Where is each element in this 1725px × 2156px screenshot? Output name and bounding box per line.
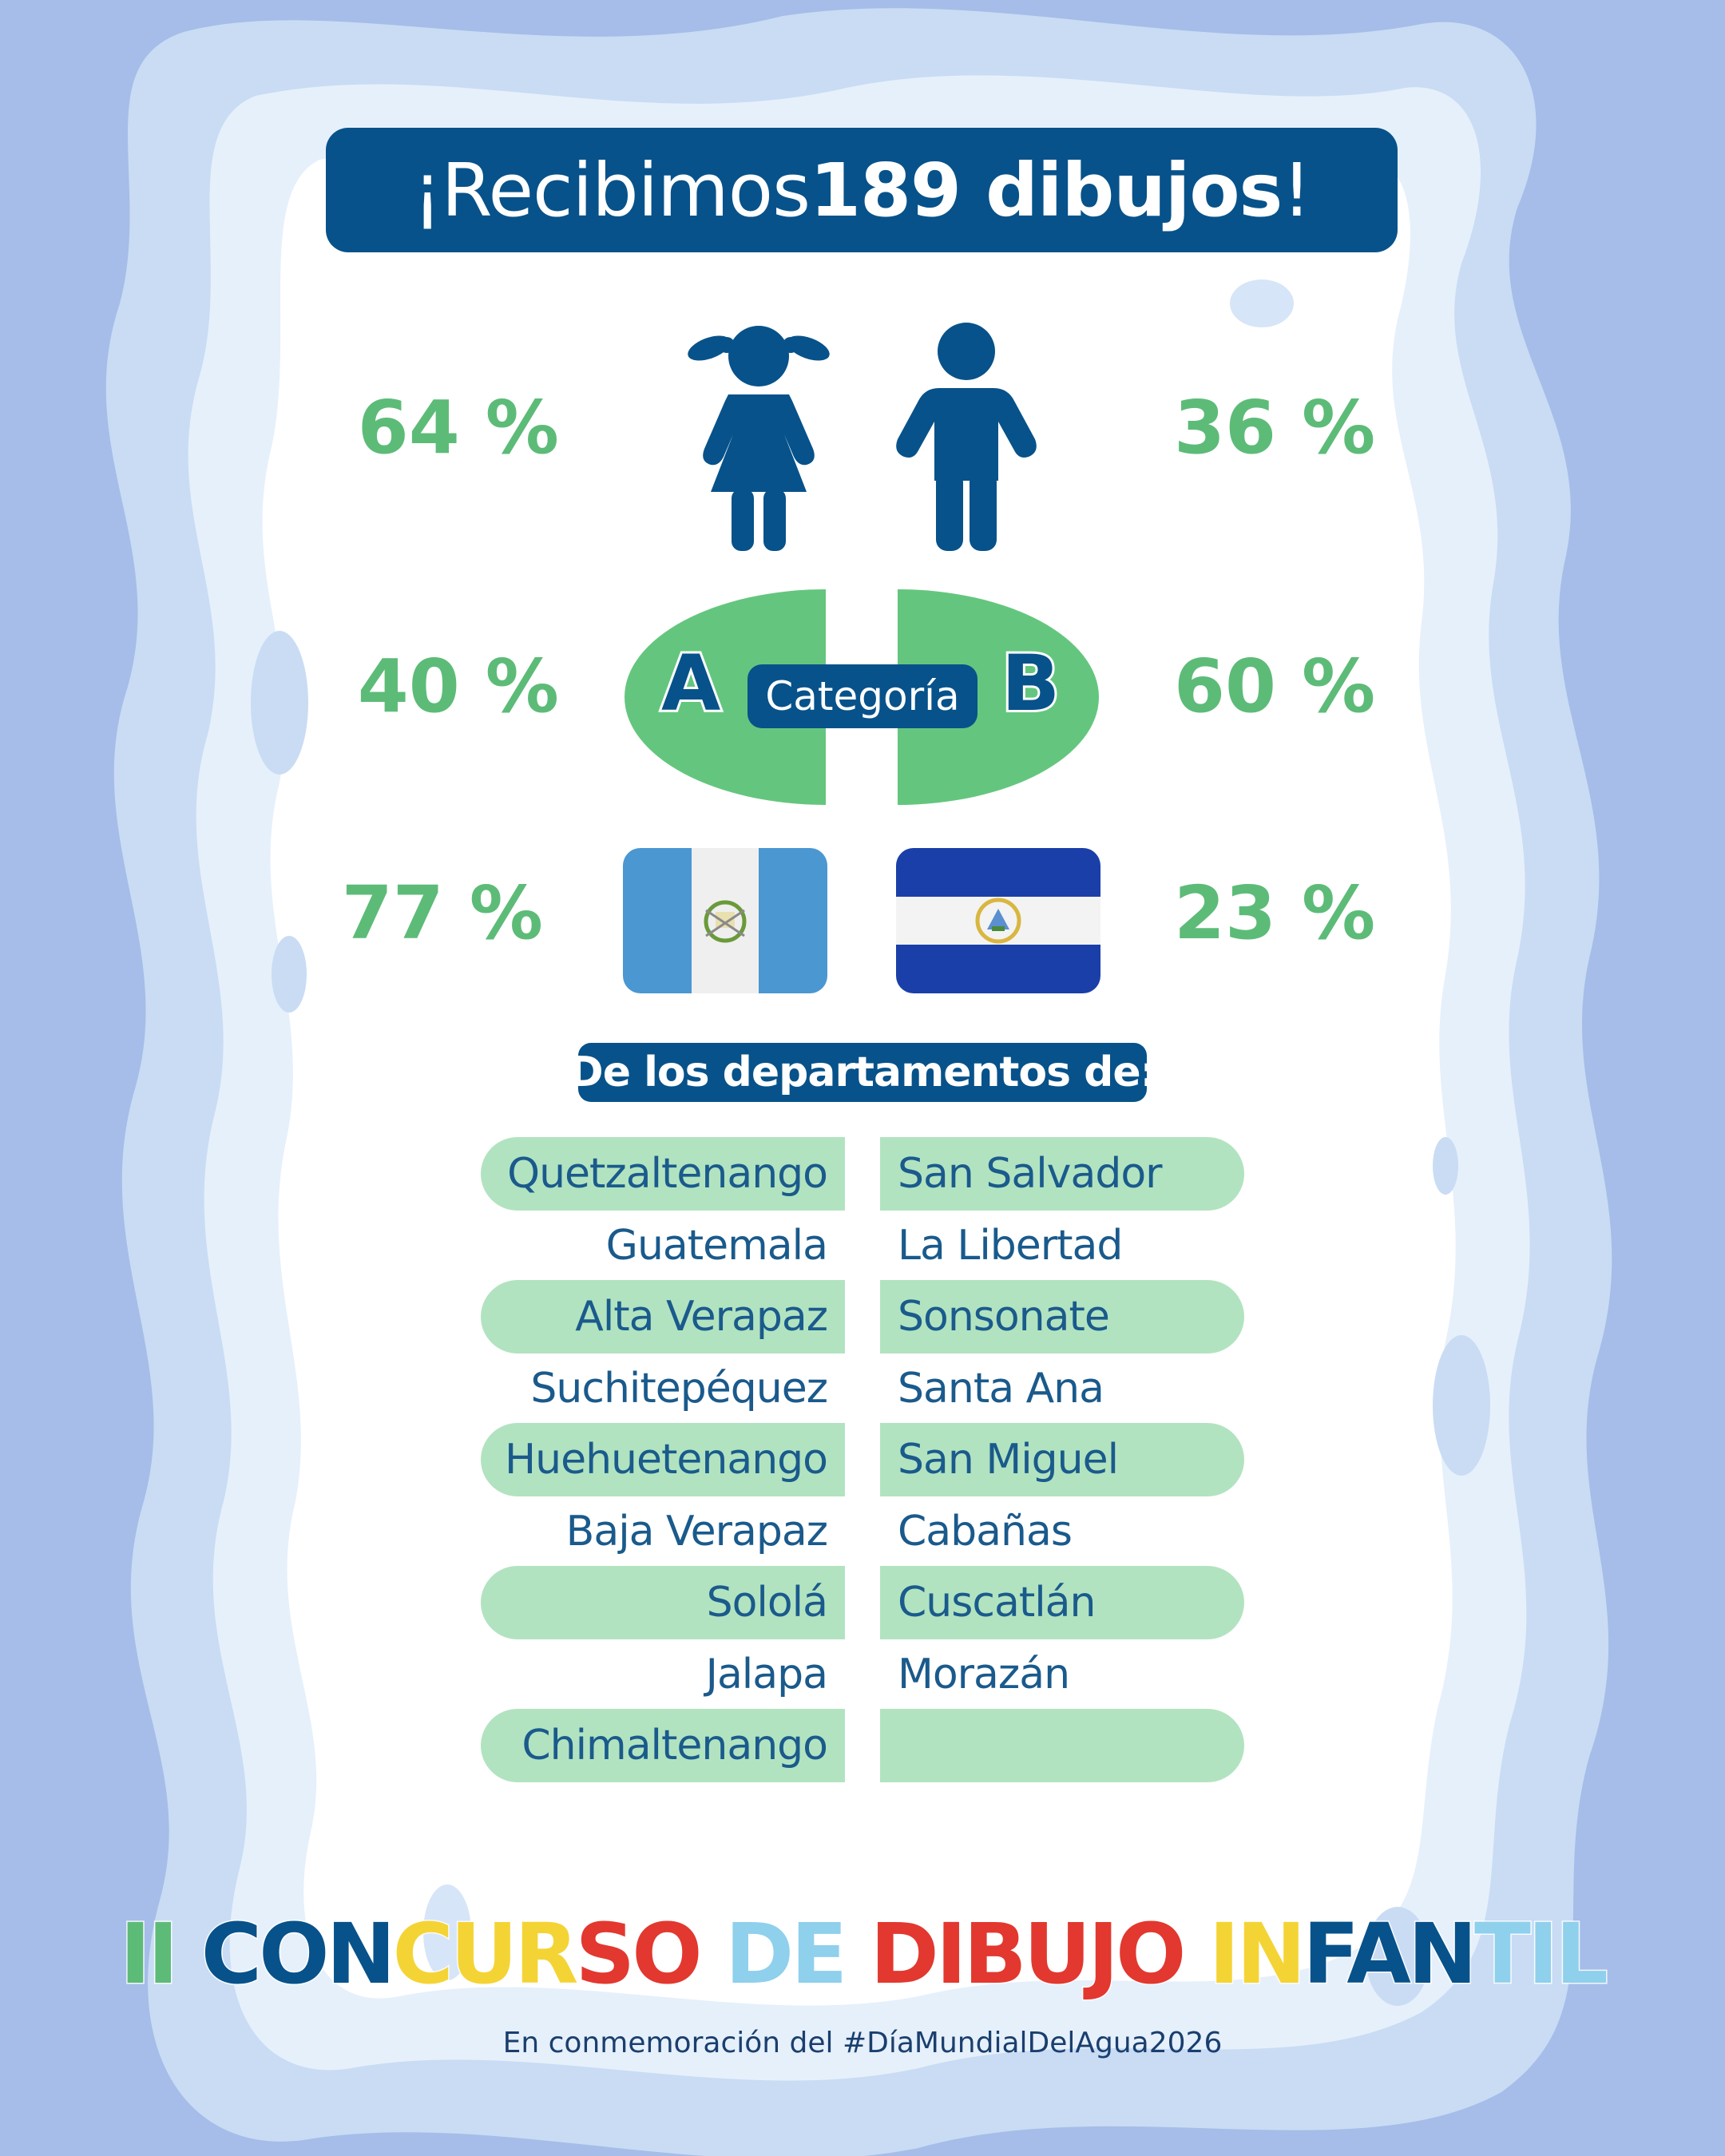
category-a-letter: A (659, 639, 723, 728)
guatemala-department-item: Huehuetenango (481, 1423, 845, 1496)
guatemala-department-item: Jalapa (705, 1651, 828, 1698)
guatemala-percentage: 77 % (341, 870, 543, 956)
boys-percentage: 36 % (1174, 385, 1376, 470)
headline-banner: ¡Recibimos 189 dibujos! (326, 128, 1398, 252)
contest-title: II CONCURSO DE DIBUJO INFANTIL (0, 1907, 1725, 2000)
girl-icon (688, 326, 830, 551)
el-salvador-department-item: La Libertad (898, 1222, 1123, 1270)
contest-title-segment: CUR (391, 1905, 580, 2003)
footer-caption: En conmemoración del #DíaMundialDelAgua2… (502, 2027, 1223, 2059)
el-salvador-department-item: Santa Ana (898, 1365, 1104, 1413)
el-salvador-department-item: San Miguel (880, 1423, 1244, 1496)
contest-title-segment: DIBUJO (869, 1905, 1209, 2003)
el-salvador-department-item: Cuscatlán (880, 1566, 1244, 1639)
boy-icon (896, 323, 1037, 551)
contest-title-segment: FAN (1302, 1905, 1479, 2003)
guatemala-department-item: Alta Verapaz (481, 1280, 845, 1353)
contest-title-segment: SO (574, 1905, 725, 2003)
category-b-letter: B (999, 639, 1062, 728)
headline-suffix: ! (1282, 147, 1311, 233)
guatemala-department-item: Guatemala (605, 1222, 828, 1270)
contest-title-segment: CON (200, 1905, 397, 2003)
category-a-percentage: 40 % (357, 644, 559, 729)
category-b-percentage: 60 % (1174, 644, 1376, 729)
contest-title-segment: IN (1208, 1905, 1307, 2003)
contest-title-segment: TIL (1473, 1905, 1609, 2003)
guatemala-flag-icon (623, 848, 827, 993)
el-salvador-flag-icon (896, 848, 1100, 993)
guatemala-department-item: Suchitepéquez (530, 1365, 828, 1413)
girls-percentage: 64 % (357, 385, 559, 470)
el-salvador-department-item: San Salvador (880, 1137, 1244, 1211)
headline-prefix: ¡Recibimos (412, 147, 811, 233)
el-salvador-department-item: Morazán (898, 1651, 1070, 1698)
guatemala-department-item: Sololá (481, 1566, 845, 1639)
departments-heading: De los departamentos de: (569, 1043, 1156, 1102)
guatemala-department-item: Baja Verapaz (565, 1508, 828, 1556)
contest-title-segment: DE (724, 1905, 870, 2003)
category-label: Categoría (748, 664, 978, 728)
el-salvador-department-item: Cabañas (898, 1508, 1073, 1556)
headline-count: 189 dibujos (810, 147, 1283, 233)
category-split-shape (625, 589, 1099, 805)
el-salvador-department-item (880, 1709, 1244, 1782)
el-salvador-percentage: 23 % (1174, 870, 1376, 956)
guatemala-department-item: Chimaltenango (481, 1709, 845, 1782)
guatemala-department-item: Quetzaltenango (481, 1137, 845, 1211)
contest-title-segment: II (119, 1905, 201, 2003)
el-salvador-department-item: Sonsonate (880, 1280, 1244, 1353)
